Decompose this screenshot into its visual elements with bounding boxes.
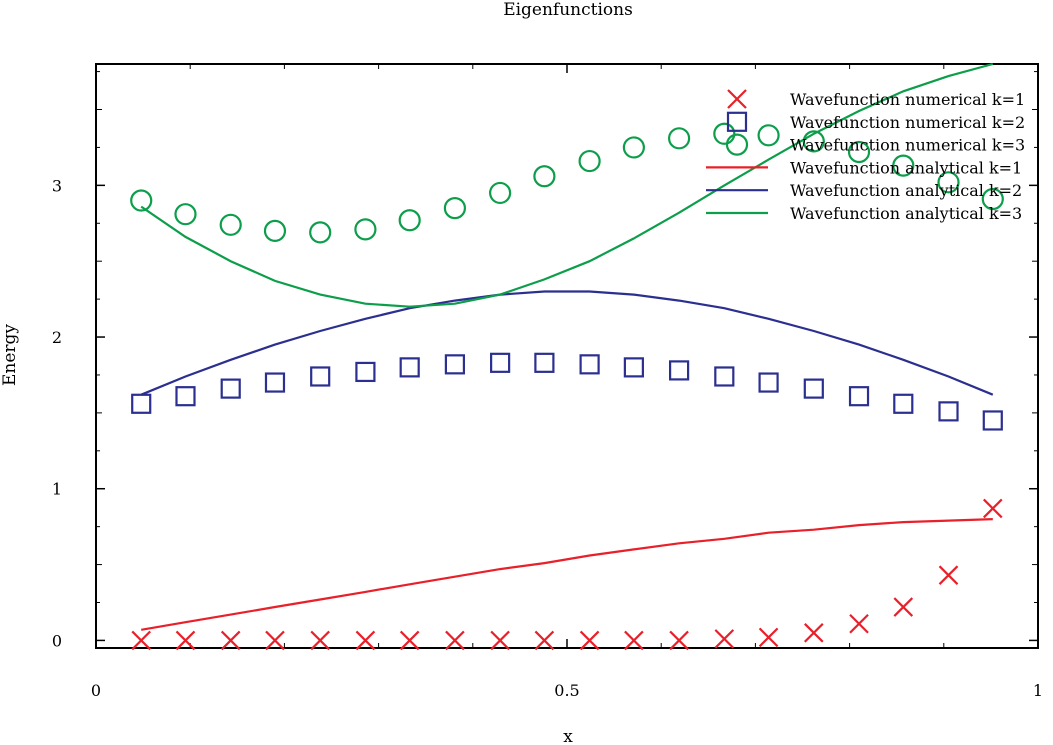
square-marker [399,357,420,378]
cross-marker [849,613,869,634]
circle-marker [578,149,601,173]
circle-marker [725,133,749,156]
x-tick-label: 0.5 [554,681,579,700]
square-marker [714,366,735,387]
cross-marker [445,630,465,651]
square-marker [220,378,241,399]
cross-marker [983,498,1003,519]
circle-marker [937,171,960,194]
cross-marker [714,629,735,649]
cross-marker [399,630,420,651]
y-tick-label: 2 [52,328,62,347]
circle-marker [174,203,197,226]
square-marker [444,354,466,375]
series-markers [130,122,1004,651]
legend-label: Wavefunction numerical k=2 [790,113,1025,132]
legend-label: Wavefunction analytical k=1 [790,158,1022,177]
cross-marker [624,630,644,651]
y-tick-label: 3 [52,176,62,195]
series-line-5 [140,290,994,396]
circle-marker [219,213,242,236]
cross-marker [490,630,510,651]
circle-marker [667,127,691,150]
circle-marker [354,218,377,241]
cross-marker [534,630,555,651]
square-marker [668,360,690,381]
axis-ticks: 0 0.5 1 0 1 2 3 [52,64,1043,700]
cross-marker [131,630,151,651]
square-marker [310,366,331,387]
square-marker [623,357,644,378]
square-marker [848,386,870,407]
cross-marker [893,597,914,617]
legend: Wavefunction numerical k=1 Wavefunction n… [706,89,1025,223]
legend-label: Wavefunction analytical k=3 [790,204,1022,223]
circle-marker [398,209,421,232]
chart-title: Eigenfunctions [503,0,633,20]
circle-marker [892,154,915,177]
circle-marker [847,140,871,164]
legend-label: Wavefunction numerical k=1 [790,90,1025,109]
cross-marker [355,630,376,651]
y-axis-label: Energy [0,324,20,386]
square-marker [534,352,555,373]
circle-marker [443,197,467,220]
square-marker [355,361,376,383]
x-tick-label: 0 [91,681,101,700]
series-line-4 [141,518,993,631]
legend-label: Wavefunction numerical k=3 [790,136,1025,155]
y-tick-label: 0 [52,631,62,650]
cross-marker [220,630,241,651]
square-marker [982,410,1003,431]
cross-marker [758,627,779,648]
cross-marker [727,89,747,109]
square-marker [264,372,286,393]
square-marker [938,401,959,422]
y-tick-label: 1 [52,480,62,499]
cross-marker [265,630,285,651]
square-marker [131,393,152,414]
cross-marker [938,565,959,585]
square-marker [175,386,196,407]
circle-marker [489,181,512,205]
series-lines [140,62,994,631]
circle-marker [263,219,287,242]
cross-marker [669,630,689,651]
square-marker [803,378,824,399]
square-marker [893,393,914,414]
square-marker [726,111,748,132]
square-marker [490,352,511,373]
square-marker [758,372,779,393]
circle-marker [622,136,645,159]
series-line-6 [140,62,994,308]
cross-marker [175,630,196,651]
circle-marker [533,165,556,188]
cross-marker [579,630,600,651]
cross-marker [310,630,330,651]
legend-label: Wavefunction analytical k=2 [790,181,1022,200]
square-marker [579,354,600,375]
circle-marker [130,189,153,212]
circle-marker [981,187,1004,211]
x-tick-label: 1 [1033,681,1043,700]
cross-marker [804,623,824,643]
circle-marker [757,124,780,147]
circle-marker [309,221,332,244]
x-axis-label: x [563,727,573,745]
circle-marker [802,130,825,153]
circle-marker [713,122,736,145]
